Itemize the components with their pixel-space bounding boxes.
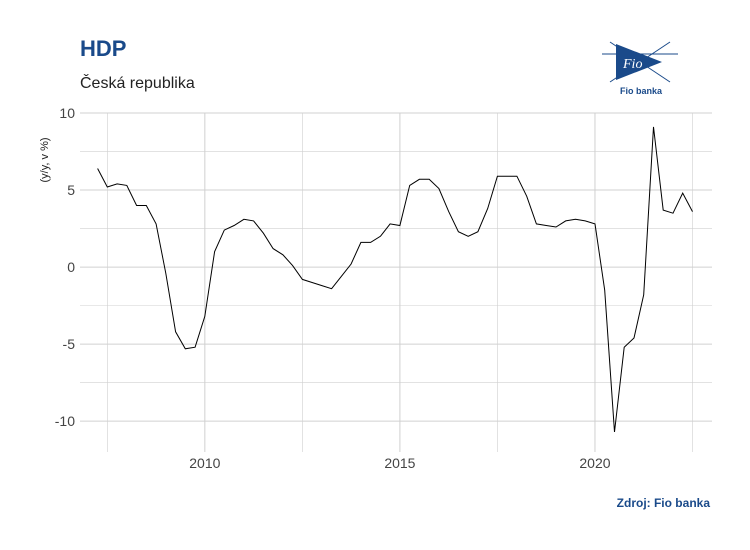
svg-text:Fio: Fio [622, 57, 642, 72]
gdp-series-line [97, 126, 693, 433]
x-axis: 2010 2015 2020 [189, 455, 610, 471]
y-tick-label: 10 [59, 105, 75, 121]
logo-text: Fio banka [620, 86, 663, 96]
chart-grid [80, 112, 712, 452]
y-axis: -10 -5 0 5 10 [55, 105, 75, 429]
x-tick-label: 2020 [579, 455, 610, 471]
y-tick-label: -5 [63, 336, 76, 352]
y-axis-label: (y/y, v %) [39, 137, 51, 182]
x-tick-label: 2010 [189, 455, 220, 471]
chart-subtitle: Česká republika [80, 75, 195, 92]
chart-title: HDP [80, 36, 127, 61]
x-tick-label: 2015 [384, 455, 415, 471]
y-tick-label: 0 [67, 259, 75, 275]
source-text: Zdroj: Fio banka [616, 496, 710, 510]
y-tick-label: -10 [55, 413, 75, 429]
fio-logo-icon: Fio [602, 41, 678, 83]
y-tick-label: 5 [67, 182, 75, 198]
